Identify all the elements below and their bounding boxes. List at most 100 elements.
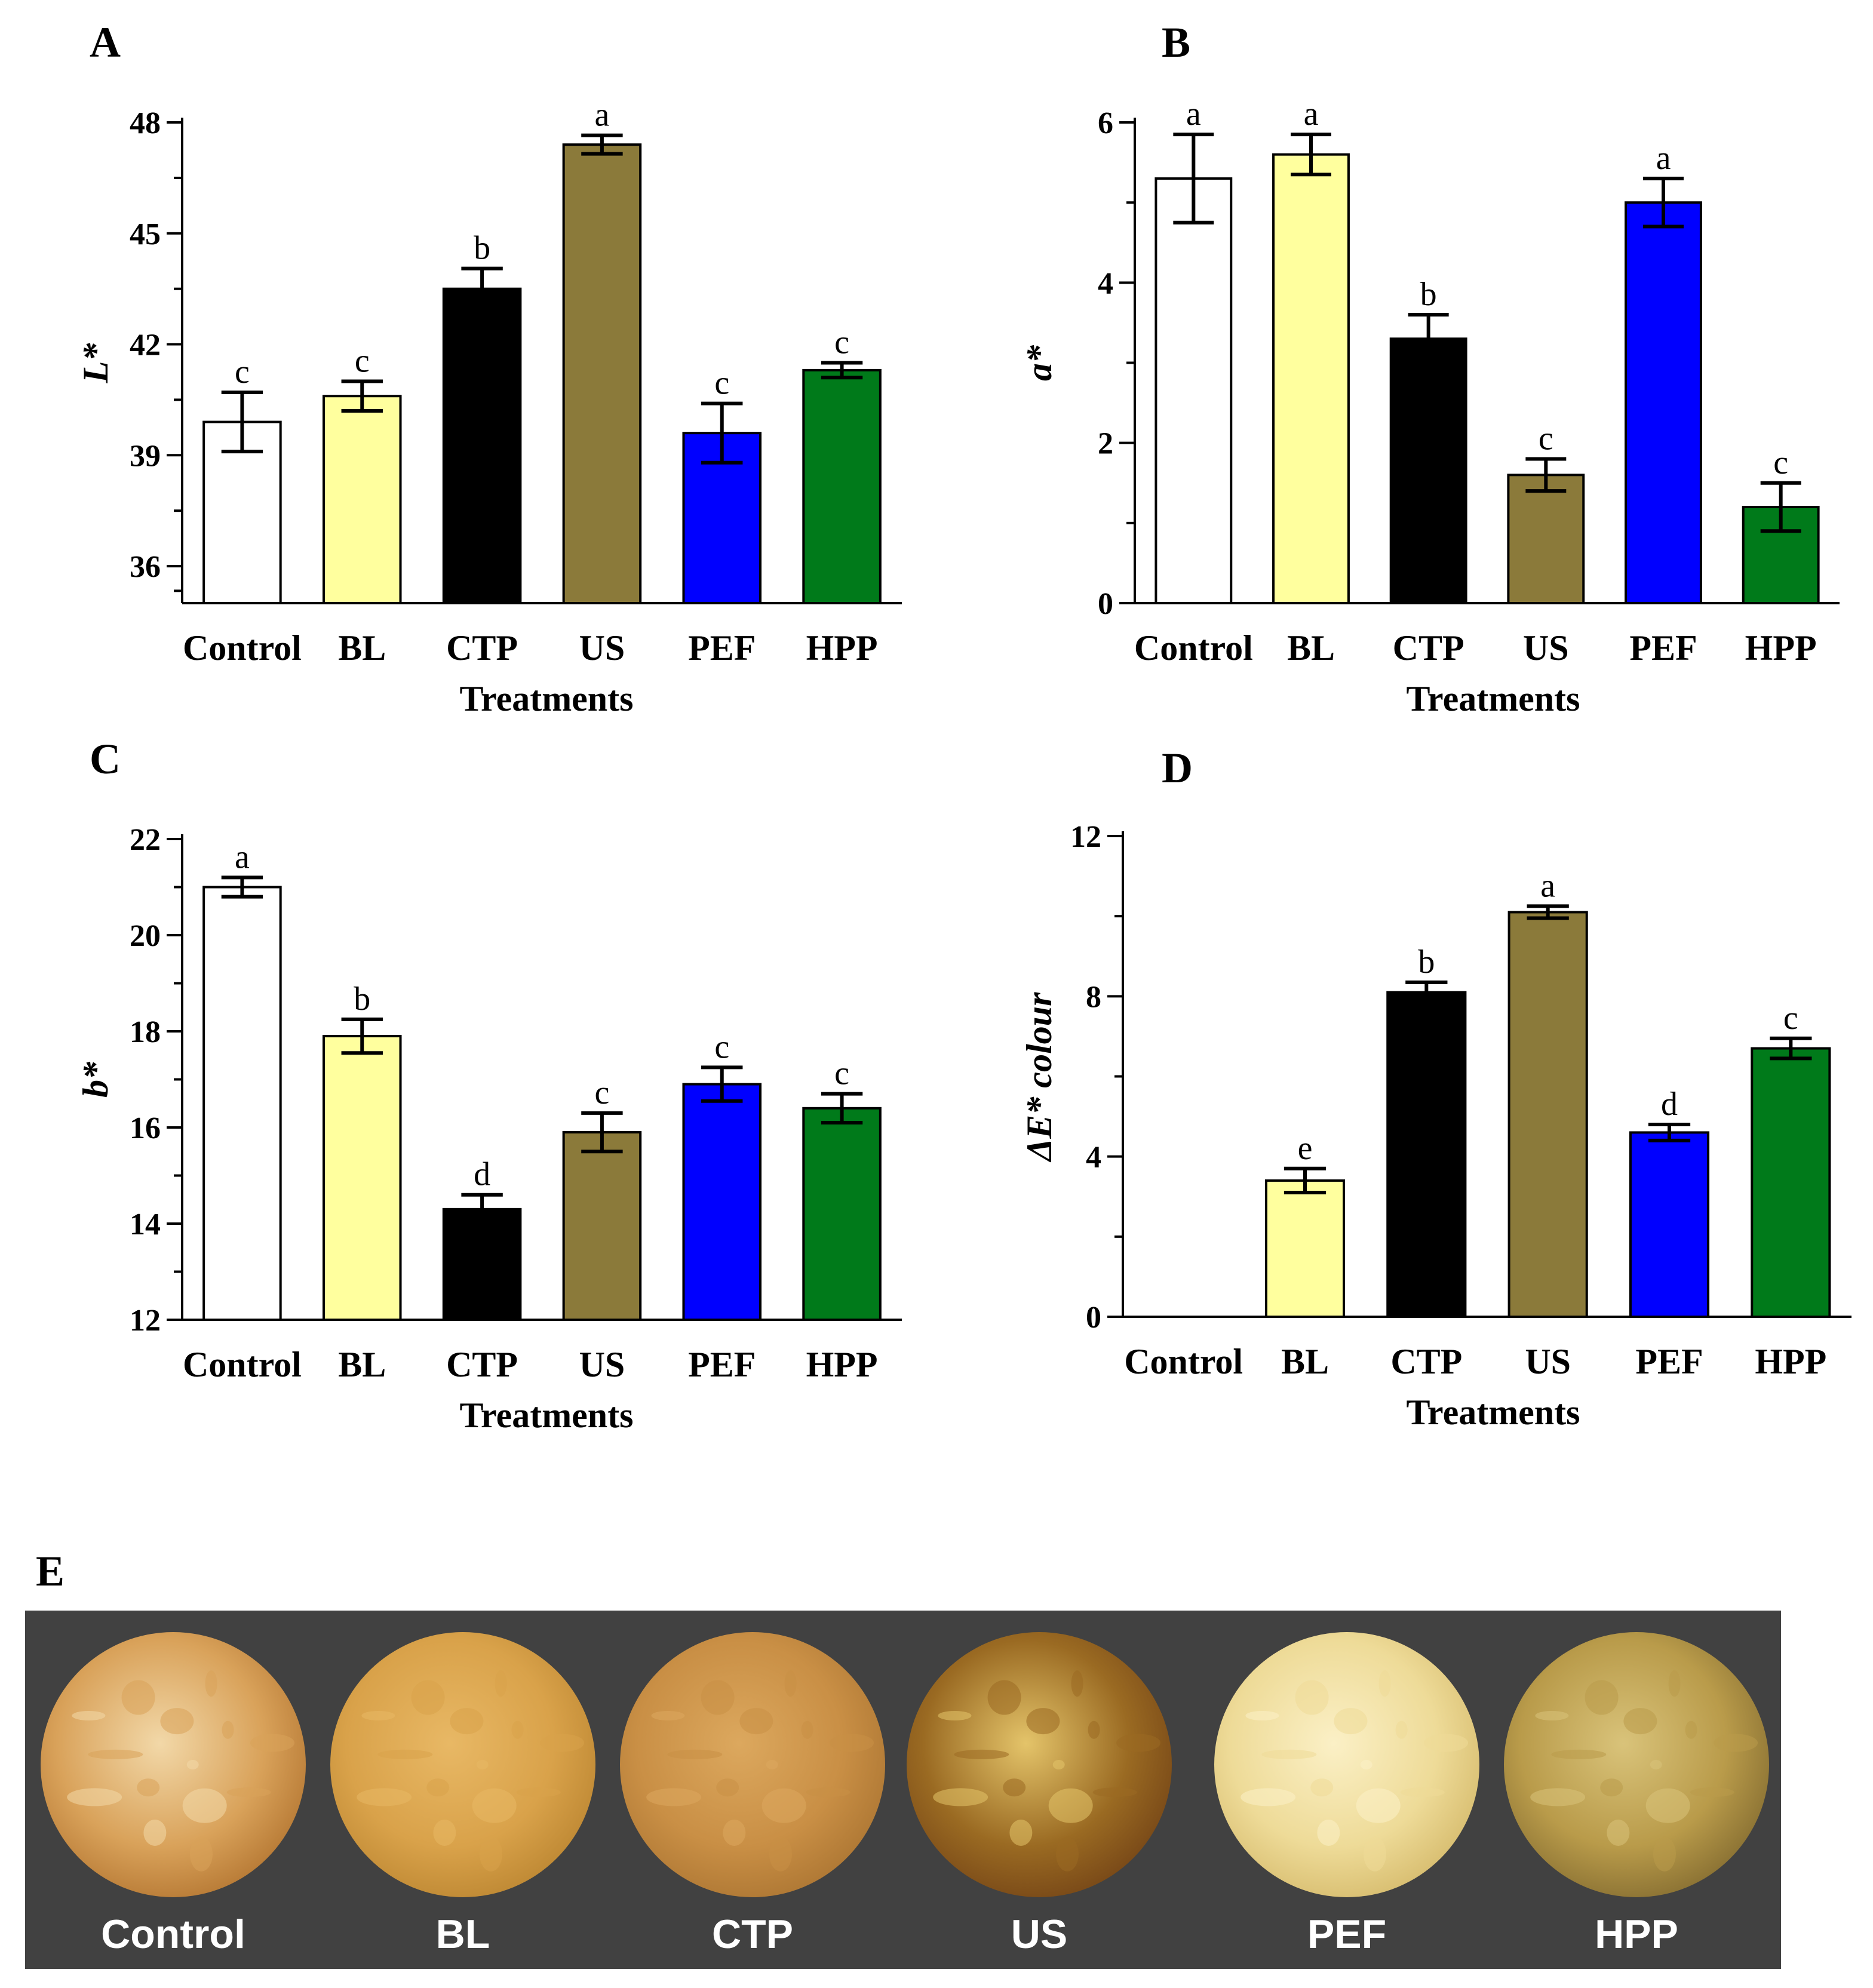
y-tick-label: 6 [1098,106,1113,140]
texture-spot [1551,1749,1607,1759]
category-label: PEF [1635,1342,1703,1381]
texture-spot [411,1680,445,1715]
texture-spot [72,1710,106,1720]
sample-disc [620,1632,885,1897]
texture-spot [1116,1734,1161,1752]
texture-spot [1317,1819,1340,1846]
bar-ctp [442,1207,522,1321]
y-tick-label: 45 [130,217,161,251]
error-bar [1291,133,1331,177]
texture-spot [762,1788,806,1823]
texture-spot [137,1778,160,1797]
error-bar [461,266,503,311]
chart-panel-c: Ca Control b BL d CTP c US c PEF c HPP 12 14 16 18 20 22 T… [76,735,902,1435]
error-bar [1770,1036,1812,1061]
category-label: HPP [1755,1342,1826,1381]
error-bar [341,1017,383,1055]
photo-panel: E Control BL CTP US PEF HPP [25,1547,1781,1969]
texture-spot [1645,1788,1690,1823]
texture-spot [1623,1708,1657,1735]
significance-letter: b [1420,276,1437,313]
y-axis-title: ΔE* colour [1020,992,1059,1162]
sample-photo-hpp: HPP [1504,1632,1769,1957]
significance-letter: a [1186,96,1201,133]
texture-spot [806,1787,850,1798]
error-bar [221,875,263,899]
texture-spot [667,1749,723,1759]
category-label: HPP [806,628,878,668]
error-bar [581,133,623,156]
sample-label: PEF [1307,1912,1386,1957]
texture-spot [1535,1710,1569,1720]
bar-ctp [442,287,522,604]
texture-spot [766,1760,778,1769]
sample-photo-control: Control [41,1632,306,1957]
bar-pef [1629,1131,1710,1318]
texture-spot [1261,1749,1317,1759]
texture-spot [67,1788,122,1806]
significance-letter: b [354,981,370,1018]
y-tick-label: 42 [130,328,161,362]
texture-spot [222,1720,234,1739]
error-bar [1527,904,1569,920]
charts-layer: AcControlcBLbCTPaUScPEFcHPP3639424548Tre… [76,19,1851,1435]
texture-spot [511,1720,524,1739]
texture-spot [646,1788,702,1806]
category-label: HPP [1745,628,1817,668]
texture-spot [1009,1819,1033,1846]
texture-spot [1245,1710,1279,1720]
significance-letter: e [1298,1130,1313,1167]
significance-letter: c [714,365,729,402]
significance-letter: d [1661,1086,1678,1123]
bar-control [202,886,282,1321]
texture-spot [226,1787,271,1798]
x-axis-title: Treatments [1406,1393,1580,1432]
texture-spot [143,1819,167,1846]
sample-disc [1504,1632,1769,1897]
category-label: CTP [1390,1342,1462,1381]
bar-us [1507,474,1585,604]
x-axis-title: Treatments [459,679,633,718]
texture-spot [830,1734,874,1752]
y-axis-title: L* [76,343,115,384]
y-tick-label: 4 [1086,1141,1101,1175]
category-label: BL [1281,1342,1329,1381]
texture-spot [1071,1670,1083,1697]
y-tick-label: 8 [1086,980,1101,1014]
texture-spot [1295,1680,1329,1715]
texture-spot [1607,1819,1630,1846]
y-tick-label: 18 [130,1015,161,1049]
texture-spot [472,1788,517,1823]
texture-spot [250,1734,295,1752]
y-tick-label: 16 [130,1111,161,1145]
texture-spot [357,1788,412,1806]
bar-bl [1272,153,1350,604]
significance-letter: b [1418,944,1435,981]
texture-spot [938,1710,972,1720]
texture-spot [1356,1788,1401,1823]
texture-spot [1360,1760,1372,1769]
texture-spot [433,1819,456,1846]
texture-spot [1378,1670,1391,1697]
sample-label: HPP [1595,1912,1678,1957]
significance-letter: a [235,838,250,875]
texture-spot [987,1680,1021,1715]
significance-letter: c [594,1074,609,1111]
error-bar [821,361,863,380]
texture-spot [205,1670,217,1697]
texture-spot [769,1836,792,1872]
texture-spot [1400,1787,1445,1798]
category-label: BL [338,1345,386,1384]
error-bar [1648,1123,1691,1142]
y-tick-label: 48 [130,106,161,140]
texture-spot [1310,1778,1334,1797]
bar-ctp [1389,337,1467,604]
texture-spot [186,1760,199,1769]
significance-letter: c [1783,1000,1798,1037]
texture-spot [1395,1720,1408,1739]
x-axis-title: Treatments [459,1396,633,1435]
category-label: US [579,1345,625,1384]
y-tick-label: 22 [130,823,161,857]
photo-strip-background [25,1611,1781,1969]
sample-photo-pef: PEF [1214,1632,1479,1957]
